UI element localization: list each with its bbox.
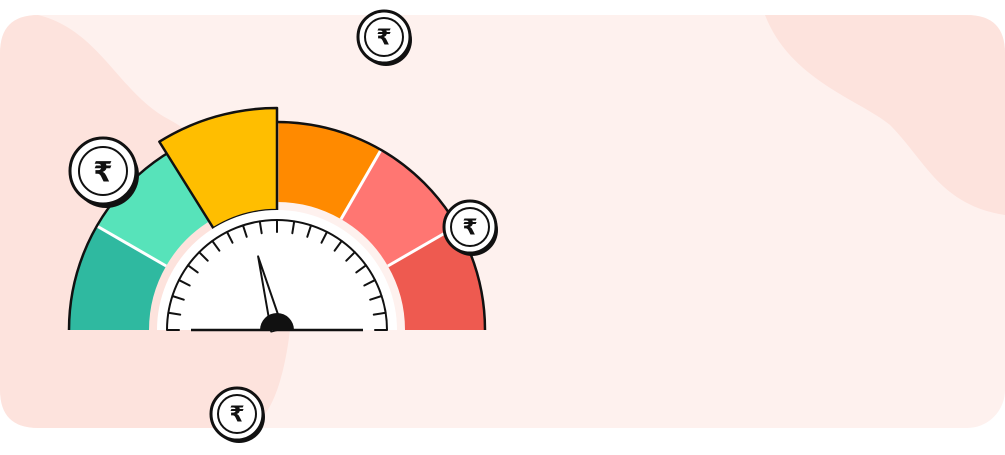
rupee-coin-icon: ₹ — [442, 199, 498, 256]
gauge-tick — [320, 230, 328, 244]
gauge-tick — [226, 230, 234, 244]
gauge-needle-hub — [260, 313, 294, 330]
gauge-tick — [363, 279, 377, 287]
rupee-coin-icon: ₹ — [68, 136, 139, 208]
coin-symbol: ₹ — [229, 403, 244, 428]
gauge-tick — [258, 220, 263, 235]
gauge-tick — [333, 240, 343, 252]
gauge-tick — [369, 295, 383, 301]
rupee-coin-icon: ₹ — [209, 386, 265, 443]
gauge-tick — [177, 279, 191, 287]
rupee-coin-icon: ₹ — [356, 9, 412, 66]
gauge-segment-separator — [339, 149, 383, 220]
gauge-segment-separator — [96, 224, 167, 268]
gauge-tick — [306, 224, 312, 238]
gauge-tick — [187, 264, 199, 274]
gauge-dial-face — [157, 210, 397, 330]
gauge-tick — [372, 311, 387, 316]
gauge-tick — [242, 224, 248, 238]
gauge-tick — [291, 220, 296, 235]
coin-symbol: ₹ — [462, 216, 477, 241]
gauge-segment-salmon — [341, 149, 458, 266]
gauge-tick — [167, 311, 182, 316]
decorative-blob-right — [765, 15, 1005, 215]
gauge-tick — [345, 251, 356, 262]
gauge-tick — [355, 264, 367, 274]
gauge-dial — [157, 210, 397, 333]
coin-symbol: ₹ — [93, 156, 112, 189]
gauge-tick — [211, 240, 221, 252]
gauge-tick — [171, 295, 185, 301]
coin-symbol: ₹ — [376, 26, 391, 51]
gauge-tick — [198, 251, 209, 262]
